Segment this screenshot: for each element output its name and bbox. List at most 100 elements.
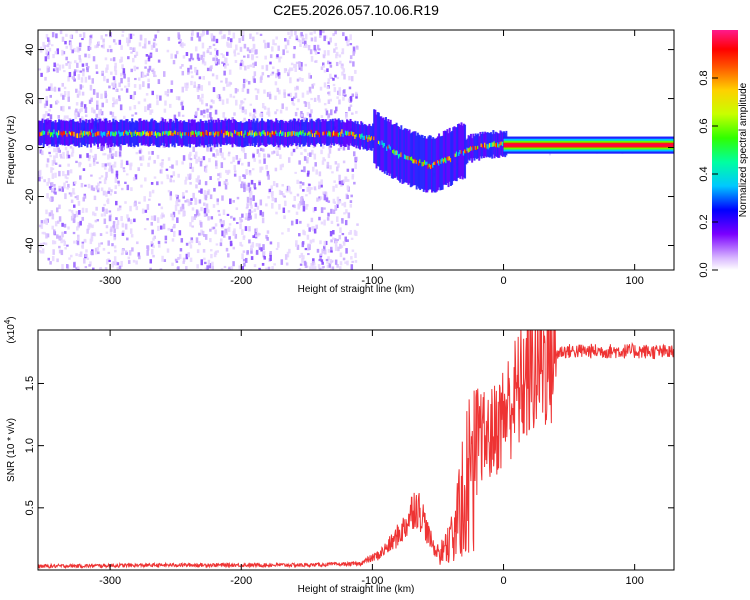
spectrogram-noise-cell <box>229 93 233 98</box>
spectrogram-noise-cell <box>212 87 216 93</box>
spectrogram-x-tick-label: -100 <box>361 275 383 287</box>
spectrogram-noise-cell <box>77 236 80 241</box>
spectrogram-noise-cell <box>355 156 358 162</box>
spectrogram-noise-cell <box>349 230 353 235</box>
spectrogram-noise-cell <box>209 194 213 200</box>
spectrogram-noise-cell <box>190 80 193 86</box>
spectrogram-noise-cell <box>167 36 171 41</box>
spectrogram-noise-cell <box>114 191 117 194</box>
spectrogram-noise-cell <box>303 101 307 104</box>
spectrogram-noise-cell <box>241 106 245 113</box>
spectrogram-noise-cell <box>276 69 280 74</box>
spectrogram-noise-cell <box>65 33 68 37</box>
spectrogram-noise-cell <box>326 86 330 90</box>
spectrogram-noise-cell <box>151 90 154 96</box>
spectrogram-noise-cell <box>351 176 354 180</box>
spectrogram-noise-cell <box>51 213 55 220</box>
spectrogram-noise-cell <box>128 39 131 44</box>
spectrogram-noise-cell <box>81 207 85 213</box>
spectrogram-noise-cell <box>294 30 297 36</box>
spectrogram-noise-cell <box>111 111 115 118</box>
spectrogram-noise-cell <box>73 213 77 218</box>
spectrogram-noise-cell <box>247 81 251 85</box>
spectrogram-noise-cell <box>339 266 342 270</box>
spectrogram-noise-cell <box>272 39 275 46</box>
spectrogram-ridge-halo <box>277 122 280 148</box>
spectrogram-noise-cell <box>175 260 179 263</box>
spectrogram-noise-cell <box>267 42 270 48</box>
spectrogram-noise-cell <box>191 216 194 223</box>
spectrogram-noise-cell <box>281 103 284 109</box>
spectrogram-noise-cell <box>159 225 163 230</box>
spectrogram-ridge-halo <box>331 118 334 144</box>
spectrogram-noise-cell <box>284 254 288 260</box>
spectrogram-noise-cell <box>349 95 353 102</box>
spectrogram-noise-cell <box>78 253 81 257</box>
spectrogram-noise-cell <box>171 214 175 221</box>
spectrogram-ridge-halo <box>381 118 384 173</box>
spectrogram-noise-cell <box>66 170 70 176</box>
spectrogram-noise-cell <box>127 82 131 88</box>
spectrogram-noise-cell <box>48 86 51 91</box>
spectrogram-noise-cell <box>128 106 132 111</box>
spectrogram-noise-cell <box>178 230 182 236</box>
spectrogram-noise-cell <box>335 53 338 59</box>
spectrogram-noise-cell <box>302 255 305 260</box>
spectrogram-noise-cell <box>40 223 44 229</box>
spectrogram-noise-cell <box>92 187 96 192</box>
spectrogram-y-tick-label: -40 <box>24 238 36 254</box>
spectrogram-noise-cell <box>141 72 145 78</box>
spectrogram-noise-cell <box>308 227 311 232</box>
spectrogram-ridge-halo <box>183 120 186 145</box>
spectrogram-noise-cell <box>147 162 150 167</box>
spectrogram-noise-cell <box>235 155 239 160</box>
spectrogram-ridge-halo <box>194 122 197 148</box>
spectrogram-noise-cell <box>210 99 214 103</box>
spectrogram-noise-cell <box>92 56 96 62</box>
spectrogram-noise-cell <box>247 161 251 167</box>
spectrogram-noise-cell <box>339 243 342 249</box>
spectrogram-noise-cell <box>242 147 246 153</box>
spectrogram-noise-cell <box>173 114 177 120</box>
spectrogram-noise-cell <box>548 152 551 156</box>
spectrogram-noise-cell <box>48 47 52 52</box>
spectrogram-noise-cell <box>190 71 193 74</box>
spectrogram-noise-cell <box>323 102 327 106</box>
spectrogram-noise-cell <box>322 54 326 59</box>
spectrogram-noise-cell <box>98 181 102 184</box>
spectrogram-noise-cell <box>121 224 125 228</box>
spectrogram-noise-cell <box>118 205 122 211</box>
spectrogram-ridge-halo <box>49 119 52 145</box>
spectrogram-noise-cell <box>38 224 42 228</box>
spectrogram-noise-cell <box>56 145 59 150</box>
spectrogram-noise-cell <box>53 229 56 235</box>
spectrogram-noise-cell <box>111 153 114 159</box>
spectrogram-noise-cell <box>132 94 135 100</box>
spectrogram-noise-cell <box>217 94 221 99</box>
spectrogram-noise-cell <box>108 168 111 172</box>
spectrogram-noise-cell <box>74 181 77 184</box>
spectrogram-noise-cell <box>263 153 266 158</box>
spectrogram-noise-cell <box>186 82 189 89</box>
spectrogram-noise-cell <box>281 192 285 197</box>
spectrogram-noise-cell <box>160 168 163 174</box>
spectrogram-noise-cell <box>64 247 67 250</box>
spectrogram-noise-cell <box>107 162 110 166</box>
spectrogram-ridge-halo <box>436 136 439 191</box>
spectrogram-noise-cell <box>119 104 123 111</box>
spectrogram-noise-cell <box>46 51 50 57</box>
spectrogram-noise-cell <box>247 182 251 187</box>
spectrogram-noise-cell <box>150 142 153 147</box>
spectrogram-ridge-halo <box>174 118 177 143</box>
spectrogram-noise-cell <box>67 76 70 82</box>
spectrogram-noise-cell <box>201 42 205 49</box>
spectrogram-noise-cell <box>114 62 117 69</box>
spectrogram-noise-cell <box>323 82 327 88</box>
spectrogram-noise-cell <box>266 236 269 241</box>
spectrogram-noise-cell <box>326 258 329 264</box>
spectrogram-noise-cell <box>314 162 317 167</box>
spectrogram-noise-cell <box>162 223 166 230</box>
snr-y-axis: 0.51.01.5 <box>24 376 674 515</box>
spectrogram-noise-cell <box>292 148 296 153</box>
spectrogram-noise-cell <box>309 49 313 55</box>
